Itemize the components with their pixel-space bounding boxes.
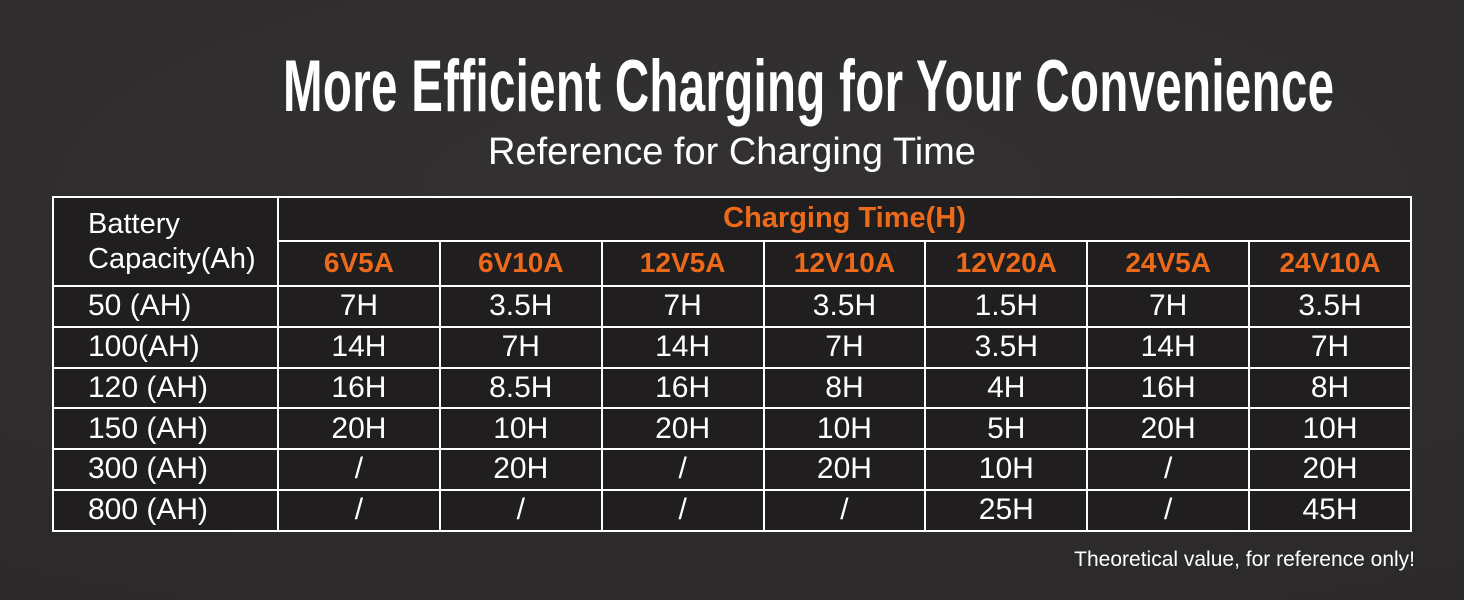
charging-time-cell: 16H: [1086, 366, 1251, 410]
column-header-row: 6V5A 6V10A 12V5A 12V10A 12V20A 24V5A 24V10A: [53, 240, 1412, 287]
charging-time-table: Battery Capacity(Ah) Charging Time(H) 6V…: [52, 196, 1412, 532]
charging-time-cell: 1.5H: [924, 285, 1089, 328]
charging-time-cell: 7H: [277, 285, 441, 328]
table-row: 50 (AH) 7H 3.5H 7H 3.5H 1.5H 7H 3.5H: [52, 285, 1412, 328]
charging-time-cell: 10H: [1248, 407, 1412, 451]
column-header-6v10a: 6V10A: [438, 240, 603, 287]
column-header-12v20a: 12V20A: [924, 240, 1089, 287]
charging-time-cell: 20H: [1086, 407, 1251, 451]
row-label: 100(AH): [52, 325, 279, 369]
column-header-12v10a: 12V10A: [762, 240, 927, 287]
column-header-6v5a: 6V5A: [277, 240, 441, 287]
charging-time-cell: 10H: [438, 407, 603, 451]
charging-time-cell: 25H: [924, 489, 1089, 532]
charging-time-cell: /: [1086, 489, 1251, 532]
row-label: 120 (AH): [52, 366, 279, 410]
charging-time-cell: 16H: [277, 366, 441, 410]
charging-time-cell: 10H: [762, 407, 927, 451]
charging-time-cell: 16H: [600, 366, 765, 410]
charging-time-cell: /: [438, 489, 603, 532]
column-header-12v5a: 12V5A: [600, 240, 765, 287]
column-header-24v5a: 24V5A: [1086, 240, 1251, 287]
charging-time-cell: 20H: [600, 407, 765, 451]
row-label: 150 (AH): [52, 407, 279, 451]
charging-time-cell: 14H: [277, 325, 441, 369]
charging-time-cell: 7H: [762, 325, 927, 369]
charging-time-cell: 14H: [600, 325, 765, 369]
charging-time-cell: /: [1086, 448, 1251, 492]
row-label: 800 (AH): [52, 489, 279, 532]
table-row: 150 (AH) 20H 10H 20H 10H 5H 20H 10H: [52, 407, 1412, 451]
charging-time-cell: 14H: [1086, 325, 1251, 369]
charging-time-cell: 45H: [1248, 489, 1412, 532]
charging-time-cell: 7H: [438, 325, 603, 369]
battery-capacity-header: Battery Capacity(Ah): [52, 196, 279, 287]
table-row: 300 (AH)/20H/20H 10H/20H: [52, 448, 1412, 492]
charging-time-cell: /: [600, 448, 765, 492]
charging-time-cell: 10H: [924, 448, 1089, 492]
row-label: 300 (AH): [52, 448, 279, 492]
charging-time-cell: /: [277, 448, 441, 492]
charging-time-cell: 3.5H: [924, 325, 1089, 369]
charging-time-cell: 4H: [924, 366, 1089, 410]
charging-time-cell: 7H: [1086, 285, 1251, 328]
table-row: 100(AH) 14H 7H 14H 7H 3.5H 14H 7H: [52, 325, 1412, 369]
charging-time-cell: 8H: [1248, 366, 1412, 410]
group-header-row: Battery Capacity(Ah) Charging Time(H): [52, 196, 1412, 287]
charging-time-cell: 8H: [762, 366, 927, 410]
charging-time-cell: /: [762, 489, 927, 532]
charging-time-cell: 20H: [277, 407, 441, 451]
charging-time-cell: 3.5H: [1248, 285, 1412, 328]
page-title: More Efficient Charging for Your Conveni…: [0, 50, 1464, 123]
charging-time-cell: 5H: [924, 407, 1089, 451]
charging-time-cell: 3.5H: [762, 285, 927, 328]
charging-time-cell: 20H: [762, 448, 927, 492]
row-label: 50 (AH): [52, 285, 279, 328]
column-header-24v10a: 24V10A: [1248, 240, 1412, 287]
page-subtitle: Reference for Charging Time: [488, 131, 976, 173]
page-title-text: More Efficient Charging for Your Conveni…: [283, 46, 1335, 127]
charging-time-cell: 20H: [438, 448, 603, 492]
charging-time-cell: 3.5H: [438, 285, 603, 328]
footnote: Theoretical value, for reference only!: [1074, 548, 1415, 571]
table-row: 800 (AH) / / //25H/45H: [52, 489, 1412, 532]
charging-time-cell: 7H: [1248, 325, 1412, 369]
table-row: 120 (AH) 16H 8.5H 16H 8H 4H 16H 8H: [52, 366, 1412, 410]
charging-time-cell: 20H: [1248, 448, 1412, 492]
charging-time-cell: /: [600, 489, 765, 532]
charging-time-header: Charging Time(H): [277, 196, 1412, 242]
charging-time-cell: 7H: [600, 285, 765, 328]
charging-time-cell: /: [277, 489, 441, 532]
charging-time-cell: 8.5H: [438, 366, 603, 410]
